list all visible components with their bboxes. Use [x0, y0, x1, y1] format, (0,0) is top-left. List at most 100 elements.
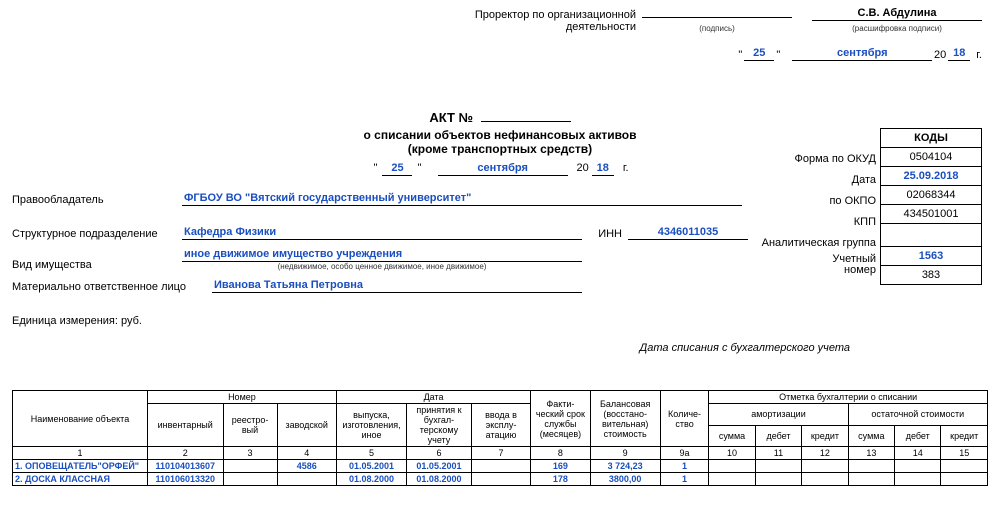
fields-block: Правообладатель ФГБОУ ВО "Вятский госуда…: [12, 192, 752, 327]
col-num: 3: [223, 447, 277, 460]
col-num: 9: [590, 447, 660, 460]
signature-line: [642, 4, 792, 18]
hdr-month: сентября: [792, 47, 932, 61]
table-row: 2. ДОСКА КЛАССНАЯ11010601332001.08.20000…: [13, 473, 988, 486]
th-inv: инвентарный: [147, 404, 223, 447]
col-num: 6: [407, 447, 472, 460]
cell: [848, 460, 894, 473]
inn-val: 4346011035: [628, 226, 748, 240]
th-bal: Балансовая (восстано- вительная) стоимос…: [590, 391, 660, 447]
th-mark: Отметка бухгалтерии о списании: [709, 391, 988, 404]
cell: [848, 473, 894, 486]
code-analytic: [881, 223, 981, 246]
th-reestr: реестро- вый: [223, 404, 277, 447]
cell: [709, 473, 755, 486]
cell: 1: [660, 460, 709, 473]
th-sum2: сумма: [848, 425, 894, 447]
th-d2: принятия к бухгал- терскому учету: [407, 404, 472, 447]
unit-label: Единица измерения: руб.: [12, 315, 752, 327]
role-line2: деятельности: [566, 21, 636, 33]
signature-sub: (подпись): [642, 24, 792, 33]
col-num: 15: [941, 447, 988, 460]
th-name: Наименование объекта: [13, 391, 148, 447]
code-last: 383: [881, 265, 981, 284]
cell: [471, 460, 530, 473]
cell: 178: [531, 473, 590, 486]
col-num: 7: [471, 447, 530, 460]
kpp-label: КПП: [762, 212, 876, 233]
col-num: 11: [755, 447, 801, 460]
cell: [755, 460, 801, 473]
cell: [223, 473, 277, 486]
table-wrap: Наименование объекта Номер Дата Факти-че…: [12, 390, 988, 486]
cell: [755, 473, 801, 486]
name-sub: (расшифровка подписи): [812, 24, 982, 33]
inn-label: ИНН: [582, 228, 628, 240]
cell: 110104013607: [147, 460, 223, 473]
th-cred2: кредит: [941, 425, 988, 447]
dept-val: Кафедра Физики: [182, 226, 582, 240]
th-date: Дата: [336, 391, 530, 404]
owner-label: Правообладатель: [12, 194, 182, 206]
d2-year: 18: [592, 162, 614, 176]
cell: 2. ДОСКА КЛАССНАЯ: [13, 473, 148, 486]
cell: [802, 460, 848, 473]
kind-sub: (недвижимое, особо ценное движимое, иное…: [182, 262, 582, 271]
cell: 3 724,23: [590, 460, 660, 473]
assets-table: Наименование объекта Номер Дата Факти-че…: [12, 390, 988, 486]
cell: 01.05.2001: [336, 460, 406, 473]
th-num: Номер: [147, 391, 336, 404]
code-kpp: 434501001: [881, 204, 981, 223]
cell: [277, 473, 336, 486]
okpo-label: по ОКПО: [762, 191, 876, 212]
col-num: 1: [13, 447, 148, 460]
col-num: 4: [277, 447, 336, 460]
col-numbers-row: 1234567899а101112131415: [13, 447, 988, 460]
cell: [471, 473, 530, 486]
resp-val: Иванова Татьяна Петровна: [212, 279, 582, 293]
kind-val: иное движимое имущество учреждения: [182, 248, 582, 262]
cell: 1: [660, 473, 709, 486]
d2-ys: г.: [617, 162, 629, 174]
hdr-ys: г.: [970, 49, 982, 61]
acct-label2: номер: [762, 265, 876, 276]
col-num: 13: [848, 447, 894, 460]
analytic-label: Аналитическая группа: [762, 233, 876, 254]
th-qty: Количе- ство: [660, 391, 709, 447]
hdr-yp: 20: [932, 49, 948, 61]
col-num: 12: [802, 447, 848, 460]
cell: [709, 460, 755, 473]
th-d3: ввода в эксплу- атацию: [471, 404, 530, 447]
cell: [223, 460, 277, 473]
cell: 1. ОПОВЕЩАТЕЛЬ"ОРФЕЙ": [13, 460, 148, 473]
cell: 01.08.2000: [407, 473, 472, 486]
code-okpo: 02068344: [881, 185, 981, 204]
approver-name: С.В. Абдулина: [812, 7, 982, 21]
d2-month: сентября: [438, 162, 568, 176]
act-number: [481, 108, 571, 122]
code-acct: 1563: [881, 246, 981, 265]
cell: [802, 473, 848, 486]
col-num: 8: [531, 447, 590, 460]
cell: [895, 460, 941, 473]
role-line1: Проректор по организационной: [475, 9, 636, 21]
writeoff-date-label: Дата списания с бухгалтерского учета: [640, 342, 851, 354]
cell: 110106013320: [147, 473, 223, 486]
cell: [895, 473, 941, 486]
document-page: Проректор по организационной С.В. Абдули…: [0, 0, 1000, 524]
th-ost: остаточной стоимости: [848, 404, 987, 426]
th-deb2: дебет: [895, 425, 941, 447]
resp-label: Материально ответственное лицо: [12, 281, 212, 293]
th-amort: амортизации: [709, 404, 848, 426]
th-d1: выпуска, изготовления, иное: [336, 404, 406, 447]
title-sub2: (кроме транспортных средств): [0, 142, 1000, 156]
cell: 169: [531, 460, 590, 473]
th-cred1: кредит: [802, 425, 848, 447]
dept-label: Структурное подразделение: [12, 228, 182, 240]
col-num: 14: [895, 447, 941, 460]
table-row: 1. ОПОВЕЩАТЕЛЬ"ОРФЕЙ"110104013607458601.…: [13, 460, 988, 473]
kind-label: Вид имущества: [12, 259, 182, 271]
col-num: 10: [709, 447, 755, 460]
d2-yp: 20: [571, 162, 589, 174]
cell: 01.05.2001: [407, 460, 472, 473]
